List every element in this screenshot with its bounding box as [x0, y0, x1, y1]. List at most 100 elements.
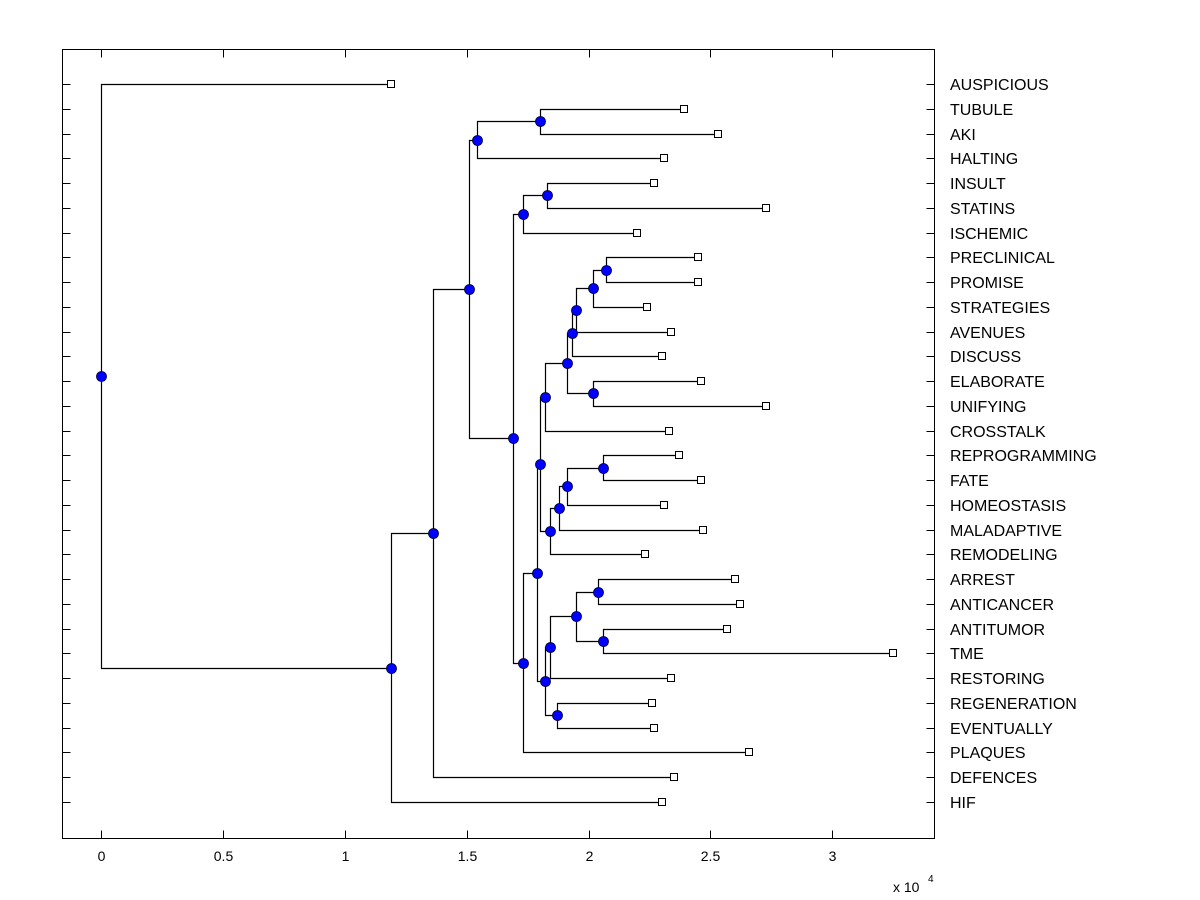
link-n_m-n_elab: [566, 363, 594, 395]
leaf-label-aki: AKI: [950, 127, 976, 144]
node-marker-n-f: [518, 209, 529, 220]
leaf-marker-eventually: [650, 724, 658, 732]
leaf-marker-halting: [660, 154, 668, 162]
leaf-marker-crosstalk: [665, 427, 673, 435]
node-marker-n-s: [552, 710, 563, 721]
leaf-labels: AUSPICIOUS TUBULE AKI HALTING INSULT STATINS I…: [950, 77, 1097, 812]
link-n_fh-homeostasis: [566, 486, 665, 507]
node-marker-n-j: [540, 676, 551, 687]
leaf-marker-defences: [670, 773, 678, 781]
link-n_r-restoring: [549, 647, 672, 680]
leaf-label-homeostasis: HOMEOSTASIS: [950, 498, 1066, 515]
leaf-marker-hif: [658, 798, 666, 806]
leaf-label-regeneration: REGENERATION: [950, 696, 1077, 713]
leaf-label-tubule: TUBULE: [950, 102, 1013, 119]
x-tick-labels: 0 0.5 1 1.5 2 2.5 3: [98, 848, 837, 864]
leaf-label-fate: FATE: [950, 473, 989, 490]
leaf-label-halting: HALTING: [950, 151, 1018, 168]
leaf-marker-auspicious: [387, 80, 395, 88]
leaf-marker-antitumor: [723, 625, 731, 633]
leaf-label-plaques: PLAQUES: [950, 745, 1026, 762]
leaf-label-strategies: STRATEGIES: [950, 300, 1050, 317]
link-n_p-strategies: [592, 288, 648, 309]
node-marker-n-insult: [542, 190, 553, 201]
leaf-marker-discuss: [658, 352, 666, 360]
node-marker-n-k: [540, 392, 551, 403]
node-marker-n-r: [545, 642, 556, 653]
leaf-marker-regeneration: [648, 699, 656, 707]
leaf-marker-anticancer: [736, 600, 744, 608]
node-marker-n-d: [472, 135, 483, 146]
node-marker-n-pre: [601, 265, 612, 276]
node-marker-n-elab: [588, 388, 599, 399]
x-tick-label: 0.5: [214, 848, 234, 864]
node-marker-n-e: [508, 433, 519, 444]
link-n_t-n_v: [575, 616, 604, 643]
x-multiplier-exponent: 4: [928, 874, 934, 885]
leaf-marker-homeostasis: [660, 501, 668, 509]
node-marker-n-q: [545, 526, 556, 537]
leaf-label-avenues: AVENUES: [950, 325, 1025, 342]
link-root-auspicious: [100, 83, 392, 377]
link-n_hm-maladaptive: [558, 508, 704, 532]
leaf-label-elaborate: ELABORATE: [950, 374, 1045, 391]
link-n_fh-n_fate: [566, 467, 604, 487]
leaf-label-reprogramming: REPROGRAMMING: [950, 448, 1097, 465]
leaf-label-antitumor: ANTITUMOR: [950, 622, 1045, 639]
leaf-label-defences: DEFENCES: [950, 770, 1037, 787]
leaf-label-maladaptive: MALADAPTIVE: [950, 523, 1062, 540]
node-marker-n-t: [571, 611, 582, 622]
leaf-marker-maladaptive: [699, 526, 707, 534]
link-n_a-hif: [390, 668, 663, 804]
link-n_f-n_insult: [522, 194, 548, 215]
leaf-label-restoring: RESTORING: [950, 671, 1045, 688]
leaf-marker-elaborate: [697, 377, 705, 385]
link-n_k-n_m: [544, 362, 568, 398]
link-n_t-n_u: [575, 591, 599, 617]
leaf-marker-preclinical: [694, 253, 702, 261]
x-tick-label: 1.5: [458, 848, 478, 864]
leaf-markers: [387, 80, 897, 806]
leaf-marker-tme: [889, 649, 897, 657]
leaf-label-unifying: UNIFYING: [950, 399, 1026, 416]
node-marker-n-n: [567, 328, 578, 339]
leaf-label-anticancer: ANTICANCER: [950, 597, 1054, 614]
x-tick-label: 2.5: [701, 848, 721, 864]
link-n_q-remodeling: [549, 531, 646, 556]
leaf-marker-reprogramming: [675, 451, 683, 459]
node-markers: [96, 116, 612, 721]
leaf-marker-fate: [697, 476, 705, 484]
axis-ticks: [62, 49, 935, 839]
leaf-marker-plaques: [745, 748, 753, 756]
link-root-n_a: [100, 376, 392, 670]
link-n_r-n_t: [549, 615, 577, 648]
leaf-label-promise: PROMISE: [950, 275, 1024, 292]
leaf-label-tme: TME: [950, 646, 984, 663]
link-n_a-n_b: [390, 532, 434, 669]
leaf-marker-arrest: [731, 575, 739, 583]
node-marker-n-hm: [554, 503, 565, 514]
leaf-marker-aki: [714, 130, 722, 138]
leaf-label-ischemic: ISCHEMIC: [950, 226, 1028, 243]
leaf-marker-restoring: [667, 674, 675, 682]
leaf-marker-promise: [694, 278, 702, 286]
leaf-marker-avenues: [667, 328, 675, 336]
leaf-label-insult: INSULT: [950, 176, 1006, 193]
leaf-label-statins: STATINS: [950, 201, 1015, 218]
x-multiplier-label: x 10: [893, 879, 920, 895]
node-marker-n-p: [588, 283, 599, 294]
node-marker-n-c: [464, 284, 475, 295]
link-n_c-n_e: [468, 289, 514, 440]
leaf-label-remodeling: REMODELING: [950, 547, 1058, 564]
node-marker-root: [96, 371, 107, 382]
link-n_o-n_p: [575, 287, 594, 311]
link-n_n-discuss: [571, 333, 663, 358]
leaf-marker-insult: [650, 179, 658, 187]
link-n_k-crosstalk: [544, 397, 670, 433]
link-n_g-plaques: [522, 663, 750, 754]
leaf-label-arrest: ARREST: [950, 572, 1015, 589]
link-n_b-n_c: [432, 288, 470, 534]
node-marker-n-a: [386, 663, 397, 674]
node-marker-n-fate: [598, 463, 609, 474]
